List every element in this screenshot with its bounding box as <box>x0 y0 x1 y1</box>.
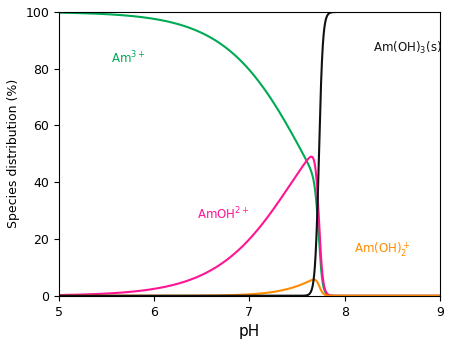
X-axis label: pH: pH <box>239 324 260 339</box>
Text: Am(OH)$_2^+$: Am(OH)$_2^+$ <box>354 240 411 259</box>
Y-axis label: Species distribution (%): Species distribution (%) <box>7 79 20 228</box>
Text: Am$^{3+}$: Am$^{3+}$ <box>111 49 146 66</box>
Text: AmOH$^{2+}$: AmOH$^{2+}$ <box>197 206 250 222</box>
Text: Am(OH)$_3$(s): Am(OH)$_3$(s) <box>373 40 442 56</box>
